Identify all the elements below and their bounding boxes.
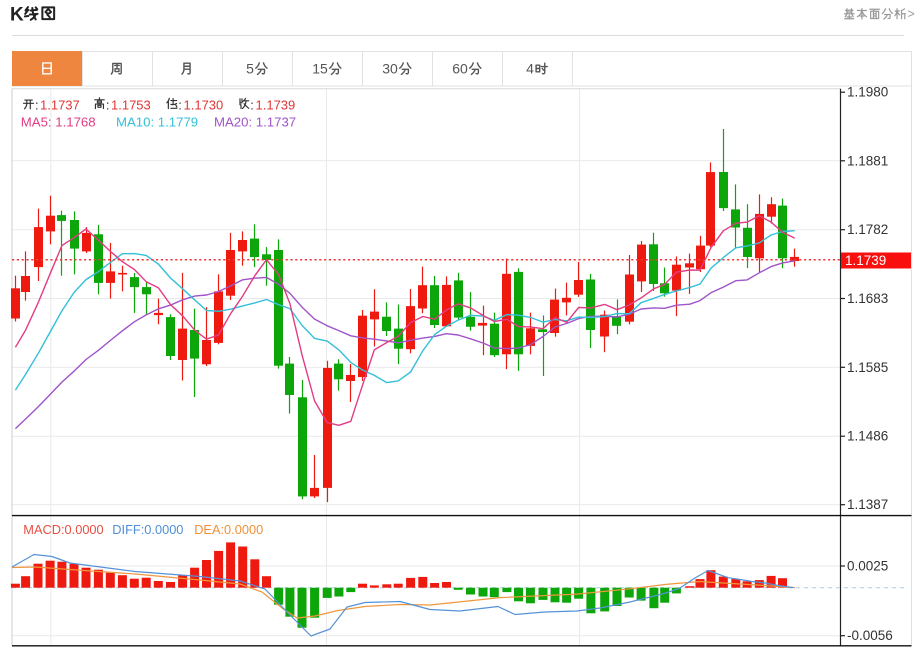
svg-text:MA5: 1.1768: MA5: 1.1768 [21,115,96,130]
svg-text:4: 4 [526,61,534,77]
svg-text:1.1739: 1.1739 [256,98,296,113]
svg-text:1.1782: 1.1782 [847,222,888,237]
svg-text:DEA:0.0000: DEA:0.0000 [194,522,263,537]
svg-text:1.1730: 1.1730 [184,98,224,113]
svg-text:5: 5 [246,61,254,77]
svg-text:DIFF:0.0000: DIFF:0.0000 [112,522,183,537]
svg-text:1.1585: 1.1585 [847,360,888,375]
svg-text:60: 60 [452,61,468,77]
svg-text::: : [106,98,110,113]
svg-text:30: 30 [382,61,398,77]
svg-text::: : [178,98,182,113]
svg-text::: : [250,98,254,113]
svg-text:1.1683: 1.1683 [847,291,888,306]
svg-text:1.1881: 1.1881 [847,153,888,168]
svg-text:1.1980: 1.1980 [847,85,888,100]
svg-text::: : [35,98,39,113]
svg-text:MA10: 1.1779: MA10: 1.1779 [116,115,198,130]
svg-text:1.1737: 1.1737 [40,98,80,113]
svg-text:15: 15 [312,61,328,77]
svg-text:1.1387: 1.1387 [847,497,888,512]
svg-text:1.1753: 1.1753 [111,98,151,113]
svg-text:MA20: 1.1737: MA20: 1.1737 [214,115,296,130]
svg-text:1.1486: 1.1486 [847,429,888,444]
svg-text:MACD:0.0000: MACD:0.0000 [23,522,103,537]
svg-text:-0.0056: -0.0056 [847,628,893,643]
svg-text:0.0025: 0.0025 [847,559,888,574]
svg-text:K: K [10,5,24,26]
svg-text:1.1739: 1.1739 [845,253,886,268]
svg-text:>: > [908,7,915,21]
